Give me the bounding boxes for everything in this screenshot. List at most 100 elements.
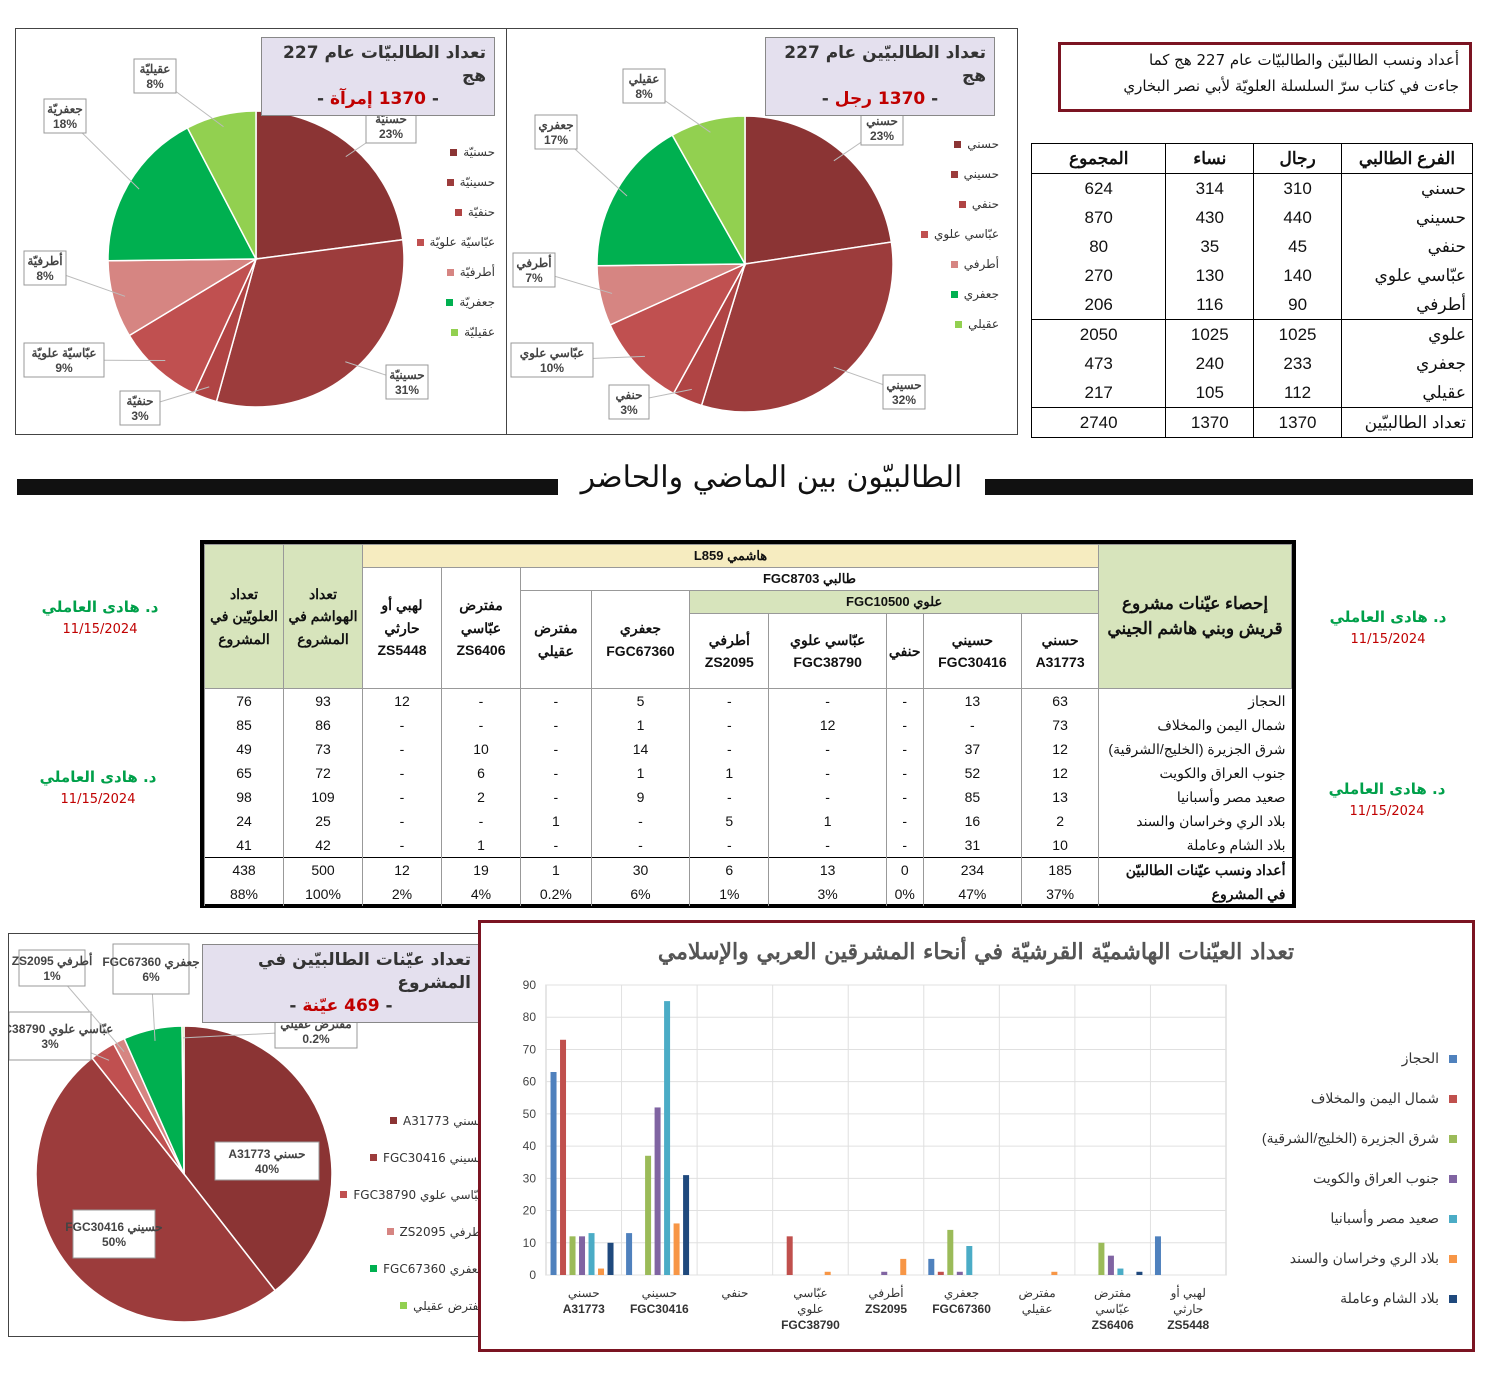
project-percent-cell: 0.2% — [520, 882, 592, 906]
sample-callout-box-0 — [214, 1141, 320, 1181]
project-percent-cell: 6% — [590, 882, 690, 906]
project-data-row: الحجاز 63 13- - -5- -12 93 76 — [204, 688, 1292, 713]
women-legend-item: جعفريّة — [385, 287, 495, 317]
bar-mark — [1136, 1271, 1143, 1275]
summary-cell: 624 — [1030, 173, 1166, 203]
info-line-2: جاءت في كتاب سرّ السلسلة العلويّة لأبي ن… — [1123, 76, 1459, 95]
project-value-cell: 12 — [1021, 737, 1099, 761]
project-data-row: جنوب العراق والكويت 12 52- -1 1-6-72 65 — [204, 761, 1292, 785]
bar-xtick-label: مفترض — [1018, 1286, 1055, 1300]
summary-row: حسني 310 314 624 — [1030, 173, 1473, 203]
signature-3: د. هادى العاملي 11/15/2024 — [1308, 608, 1468, 647]
bar-xtick-label: حسني — [568, 1286, 600, 1300]
men-callout-value-6: 8% — [635, 87, 653, 101]
bar-mark — [900, 1258, 907, 1275]
project-hashemi-cell: هاشمي L859 — [362, 544, 1099, 568]
men-callout-box-1 — [882, 374, 926, 410]
signature-1: د. هادى العاملي 11/15/2024 — [20, 598, 180, 637]
project-value-cell: 1 — [520, 809, 592, 833]
bar-legend-swatch — [1449, 1135, 1457, 1143]
women-callout-label-3: عبّاسيّة علويّة — [32, 346, 97, 361]
summary-cell: 870 — [1030, 203, 1166, 232]
summary-cell: حسني — [1341, 173, 1473, 203]
women-legend-swatch — [451, 328, 459, 336]
project-value-cell: - — [520, 833, 592, 858]
men-legend-swatch — [950, 170, 958, 178]
women-callout-box-1 — [385, 364, 429, 400]
women-callout-value-6: 8% — [146, 77, 164, 91]
bar-xtick-label: مفترض — [1094, 1286, 1131, 1300]
sample-callout-label-2: عبّاسي علوي FGC38790 — [9, 1022, 113, 1037]
women-callout-label-1: حسينيّة — [389, 368, 424, 382]
bar-xtick-label: عبّاسي — [793, 1286, 828, 1300]
bar-mark — [645, 1155, 652, 1275]
project-value-cell: 6 — [441, 761, 521, 785]
project-value-cell: - — [689, 785, 769, 809]
bar-mark — [824, 1271, 831, 1275]
project-talibi-cell: طالبي FGC8703 — [520, 567, 1099, 591]
bar-xtick-label: لهبي أو — [1170, 1285, 1206, 1300]
project-region-cell: بلاد الري وخراسان والسند — [1098, 809, 1292, 833]
bar-mark — [956, 1271, 963, 1275]
project-value-cell: 1 — [441, 833, 521, 858]
summary-row: أطرفي 90 116 206 — [1030, 290, 1473, 320]
men-legend-label: أطرفي — [963, 257, 999, 271]
men-callout-value-5: 17% — [544, 133, 568, 147]
women-slice-3 — [128, 257, 258, 395]
summary-cell: حنفي — [1341, 232, 1473, 261]
men-count: 1370 رجل — [834, 88, 926, 109]
project-region-cell: شرق الجزيرة (الخليج/الشرقية) — [1098, 737, 1292, 761]
project-value-cell: - — [689, 713, 769, 737]
project-col-header: حسني A31773 — [1021, 613, 1099, 689]
sample-callout-value-0: 40% — [255, 1162, 279, 1176]
signature-date: 11/15/2024 — [1350, 632, 1426, 647]
men-legend-item: حسيني — [907, 159, 999, 189]
bar-mark — [626, 1233, 633, 1275]
summary-row: عبّاسي علوي 140 130 270 — [1030, 261, 1473, 290]
project-data-row: بلاد الري وخراسان والسند 2 16-1 5-1- -25 24 — [204, 809, 1292, 833]
project-value-cell: 52 — [922, 761, 1022, 785]
project-value-cell: 109 — [283, 785, 363, 809]
project-table: إحصاء عيّنات مشروع قريش وبني هاشم الجيني… — [204, 544, 1292, 906]
project-value-cell: 85 — [204, 713, 284, 737]
project-value-cell: - — [520, 761, 592, 785]
bar-xtick-label: FGC38790 — [781, 1318, 840, 1332]
women-legend-label: جعفريّة — [459, 295, 495, 309]
men-legend-label: عقيلي — [968, 317, 999, 331]
project-col-header: تعداد العلويّين في المشروع — [204, 544, 284, 689]
sample-legend-swatch — [340, 1191, 348, 1198]
project-value-cell: - — [362, 737, 442, 761]
bar-xtick-label: حسيني — [642, 1286, 677, 1300]
men-callout-value-2: 3% — [620, 403, 638, 417]
bar-legend-swatch — [1449, 1095, 1457, 1103]
men-legend-item: جعفري — [907, 279, 999, 309]
project-col-header: لهبي أو حارثي ZS5448 — [362, 567, 442, 689]
project-header-row-2: طالبي FGC8703 مفترض عبّاسي ZS6406 لهبي أو … — [205, 567, 1292, 689]
bar-xtick-label: جعفري — [944, 1286, 979, 1300]
bar-legend-label: شمال اليمن والمخلاف — [1311, 1090, 1439, 1107]
bar-mark — [1051, 1271, 1058, 1275]
project-percent-cell: 100% — [283, 882, 363, 906]
bar-ytick-label: 90 — [523, 978, 537, 992]
women-legend: حسنيّة حسينيّة حنفيّة عبّاسيّة علويّة أطرفيّ… — [385, 137, 495, 347]
bar-mark — [881, 1271, 888, 1275]
project-value-cell: - — [768, 785, 887, 809]
project-value-cell: 93 — [283, 688, 363, 713]
women-legend-label: حسينيّة — [459, 175, 495, 189]
project-data-row: بلاد الشام وعاملة 10 31- - - - -1-42 41 — [204, 833, 1292, 858]
project-percent-cell: 2% — [362, 882, 442, 906]
project-value-cell: 63 — [1021, 688, 1099, 713]
bar-xtick-label: A31773 — [563, 1302, 605, 1316]
project-region-cell: بلاد الشام وعاملة — [1098, 833, 1292, 858]
sample-title-text: تعداد عيّنات الطالبيّين في المشروع — [257, 950, 471, 993]
project-value-cell: - — [885, 737, 924, 761]
project-value-cell: 86 — [283, 713, 363, 737]
women-legend-swatch — [454, 208, 462, 216]
project-value-cell: 42 — [283, 833, 363, 858]
men-slice-0 — [744, 115, 893, 265]
men-slice-6 — [671, 115, 746, 267]
project-value-cell: - — [768, 737, 887, 761]
women-slice-5 — [107, 126, 258, 262]
men-title-text: تعداد الطالبيّين عام 227 هج — [784, 43, 986, 86]
